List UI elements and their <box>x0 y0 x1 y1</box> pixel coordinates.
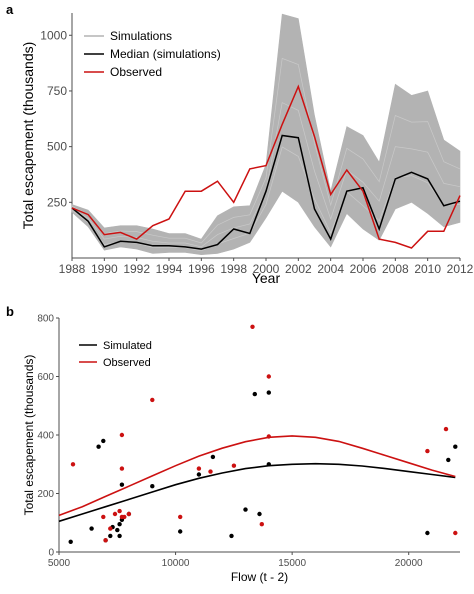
observed-point <box>119 432 125 438</box>
observed-point <box>443 426 449 432</box>
observed-point <box>208 469 213 474</box>
simulated-point <box>266 462 271 467</box>
observed-point <box>70 462 76 467</box>
y-axis-title: Total escapement (thousands) <box>22 355 36 516</box>
observed-point <box>150 397 155 403</box>
legend-a: Simulations Median (simulations) Observed <box>84 29 221 79</box>
observed-point <box>117 508 122 514</box>
observed-point <box>119 466 125 471</box>
observed-point <box>101 514 106 520</box>
y-tick-label: 800 <box>37 314 54 325</box>
observed-point <box>231 463 237 468</box>
observed-point <box>453 530 458 536</box>
y-tick-label: 250 <box>47 195 67 209</box>
x-tick-label: 1988 <box>59 262 86 276</box>
simulated-point <box>446 457 451 463</box>
simulation-trace <box>71 57 461 244</box>
simulated-point <box>257 511 262 517</box>
simulated-point <box>243 507 248 512</box>
panel-a-letter: a <box>6 2 14 17</box>
observed-point <box>112 511 118 517</box>
simulation-trace <box>71 146 461 252</box>
legend-label: Median (simulations) <box>110 47 221 61</box>
legend-label: Observed <box>110 65 162 79</box>
x-tick-label: 10000 <box>162 558 190 569</box>
observed-curve <box>58 435 456 517</box>
x-tick-label: 2002 <box>285 262 312 276</box>
median-line <box>71 134 461 250</box>
observed-point <box>425 448 430 454</box>
y-tick-label: 400 <box>37 431 54 442</box>
x-tick-label: 20000 <box>395 558 423 569</box>
x-tick-label: 2006 <box>350 262 377 276</box>
simulated-point <box>210 454 216 460</box>
panel-b-letter: b <box>6 304 14 319</box>
simulated-point <box>117 522 122 527</box>
simulated-point <box>101 438 106 444</box>
x-tick-label: 2008 <box>382 262 409 276</box>
observed-point <box>266 434 271 439</box>
observed-point <box>250 324 255 329</box>
simulations-band <box>71 13 461 256</box>
simulated-point <box>96 444 101 449</box>
simulated-point <box>150 484 155 489</box>
simulated-point <box>178 529 183 534</box>
x-tick-label: 15000 <box>278 558 306 569</box>
y-tick-label: 1000 <box>40 28 67 42</box>
x-tick-label: 2012 <box>447 262 474 276</box>
x-tick-label: 1994 <box>156 262 183 276</box>
legend-label: Simulations <box>110 29 172 43</box>
x-tick-label: 1996 <box>188 262 215 276</box>
observed-point <box>266 374 271 379</box>
x-tick-label: 2004 <box>317 262 344 276</box>
x-tick-label: 1990 <box>91 262 118 276</box>
y-tick-label: 600 <box>37 372 54 383</box>
simulated-point <box>229 533 234 539</box>
observed-point <box>259 522 264 527</box>
observed-point <box>108 526 113 531</box>
observed-point <box>126 511 132 517</box>
y-tick-label: 200 <box>37 489 54 500</box>
simulated-point <box>196 472 202 477</box>
x-axis-title: Year <box>252 270 281 286</box>
y-tick-label: 750 <box>47 84 67 98</box>
y-tick-label: 500 <box>47 140 67 154</box>
y-tick-label: 0 <box>48 548 54 559</box>
observed-point <box>196 466 202 471</box>
simulated-curve <box>58 462 456 523</box>
simulated-point <box>425 530 430 536</box>
simulated-point <box>252 391 257 397</box>
observed-point <box>178 514 183 520</box>
panel-b: b 0 200 400 600 800 5000 10000 15000 20000 Flow (… <box>6 304 460 584</box>
simulated-point <box>117 533 122 539</box>
observed-point <box>103 538 108 543</box>
simulated-point <box>266 390 271 395</box>
panel-a: a 250 500 750 1000 1988 1990 1992 1994 1996 1998 2… <box>6 2 474 286</box>
simulated-point <box>119 482 125 487</box>
x-tick-label: 2000 <box>253 262 280 276</box>
simulated-point <box>453 444 458 449</box>
observed-line <box>71 84 461 249</box>
x-tick-label: 1992 <box>123 262 150 276</box>
simulated-point <box>108 533 113 539</box>
legend-label: Simulated <box>103 340 152 352</box>
x-tick-label: 1998 <box>220 262 247 276</box>
x-tick-label: 5000 <box>48 558 71 569</box>
simulated-point <box>115 527 120 533</box>
observed-point <box>122 514 127 520</box>
simulated-point <box>89 526 94 531</box>
legend-label: Observed <box>103 357 151 369</box>
x-tick-label: 2010 <box>414 262 441 276</box>
legend-b: Simulated Observed <box>79 340 152 369</box>
y-axis-title: Total escapement (thousands) <box>20 42 36 230</box>
simulated-point <box>68 539 73 544</box>
x-axis-title: Flow (t - 2) <box>231 570 288 584</box>
